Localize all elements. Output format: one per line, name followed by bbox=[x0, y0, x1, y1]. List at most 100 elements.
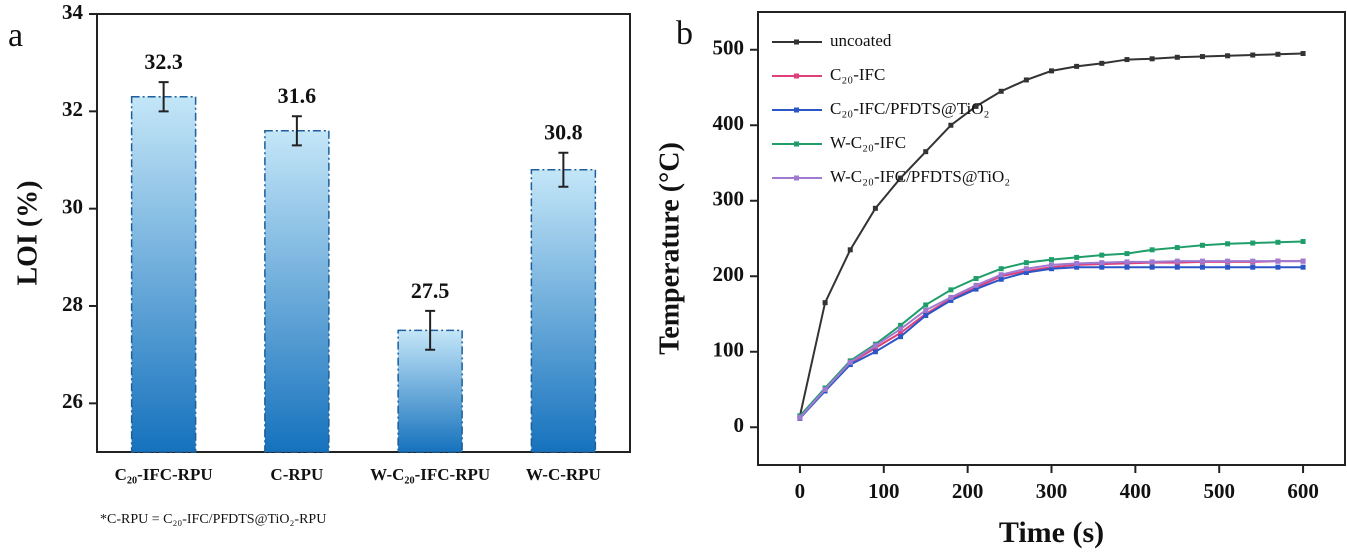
point-marker bbox=[1250, 52, 1256, 58]
point-marker bbox=[1023, 77, 1029, 83]
point-marker bbox=[1124, 259, 1130, 265]
bar bbox=[264, 130, 330, 453]
point-marker bbox=[1275, 258, 1281, 264]
value-label: 27.5 bbox=[411, 278, 450, 303]
x-tick-label: 500 bbox=[1203, 479, 1235, 503]
y-tick-label: 26 bbox=[62, 389, 83, 413]
point-marker bbox=[1300, 239, 1306, 245]
panel-label: a bbox=[8, 17, 23, 54]
point-marker bbox=[1275, 239, 1281, 245]
bar bbox=[130, 95, 197, 453]
y-tick-label: 30 bbox=[62, 194, 83, 218]
x-tick-label: 200 bbox=[952, 479, 984, 503]
point-marker bbox=[998, 88, 1004, 94]
error-bar bbox=[158, 81, 169, 113]
x-tick-label: 0 bbox=[795, 479, 806, 503]
x-tick-label: C₂₀-IFC-RPU bbox=[115, 465, 213, 484]
point-marker bbox=[1099, 60, 1105, 66]
point-marker bbox=[948, 287, 954, 293]
error-bar bbox=[425, 309, 436, 351]
point-marker bbox=[1250, 240, 1256, 246]
point-marker bbox=[923, 149, 929, 155]
y-tick-label: 34 bbox=[62, 0, 84, 24]
point-marker bbox=[1275, 264, 1281, 270]
point-marker bbox=[1074, 264, 1080, 270]
point-marker bbox=[1225, 241, 1231, 247]
point-marker bbox=[1099, 260, 1105, 266]
point-marker bbox=[872, 349, 878, 355]
value-label: 32.3 bbox=[144, 49, 183, 74]
legend-label: W-C₂₀-IFC/PFDTS@TiO₂ bbox=[830, 167, 1010, 186]
point-marker bbox=[973, 276, 979, 282]
point-marker bbox=[1174, 245, 1180, 251]
point-marker bbox=[998, 272, 1004, 278]
point-marker bbox=[847, 247, 853, 253]
x-tick-label: W-C₂₀-IFC-RPU bbox=[370, 465, 490, 484]
point-marker bbox=[1049, 68, 1054, 74]
point-marker bbox=[1225, 258, 1231, 264]
point-marker bbox=[1174, 258, 1180, 264]
plot-frame bbox=[96, 13, 631, 453]
point-marker bbox=[898, 334, 904, 340]
point-marker bbox=[923, 302, 929, 308]
legend-marker bbox=[794, 141, 799, 147]
x-tick-label: 400 bbox=[1120, 479, 1152, 503]
series-line bbox=[799, 260, 1304, 419]
point-marker bbox=[1225, 53, 1231, 59]
point-marker bbox=[1149, 259, 1155, 265]
point-marker bbox=[1124, 251, 1130, 257]
value-label: 30.8 bbox=[544, 120, 583, 145]
x-tick-label: 300 bbox=[1036, 479, 1068, 503]
point-marker bbox=[1023, 269, 1029, 275]
point-marker bbox=[898, 326, 904, 332]
footnote: *C-RPU = C₂₀-IFC/PFDTS@TiO₂-RPU bbox=[100, 512, 326, 527]
point-marker bbox=[872, 343, 878, 349]
point-marker bbox=[973, 286, 979, 292]
legend-label: W-C₂₀-IFC bbox=[830, 133, 906, 152]
point-marker bbox=[822, 387, 828, 392]
point-marker bbox=[1023, 260, 1029, 266]
series-line bbox=[799, 260, 1304, 419]
point-marker bbox=[1149, 247, 1155, 253]
point-marker bbox=[998, 276, 1004, 282]
point-marker bbox=[948, 122, 954, 128]
y-tick-label: 32 bbox=[62, 97, 83, 121]
legend-marker bbox=[794, 107, 799, 113]
point-marker bbox=[973, 103, 979, 109]
y-tick-label: 100 bbox=[713, 338, 745, 362]
point-marker bbox=[1300, 51, 1306, 57]
point-marker bbox=[1124, 264, 1130, 270]
x-tick-label: 600 bbox=[1287, 479, 1319, 503]
point-marker bbox=[872, 205, 878, 211]
point-marker bbox=[1074, 63, 1080, 69]
point-marker bbox=[898, 322, 904, 328]
point-marker bbox=[1199, 264, 1205, 270]
point-marker bbox=[898, 175, 904, 181]
point-marker bbox=[948, 294, 954, 300]
point-marker bbox=[1275, 51, 1281, 57]
point-marker bbox=[1199, 242, 1205, 248]
y-tick-label: 500 bbox=[713, 36, 745, 60]
legend-marker bbox=[794, 39, 799, 45]
point-marker bbox=[1099, 264, 1105, 270]
y-axis-label: LOI (%) bbox=[12, 181, 43, 286]
point-marker bbox=[1300, 264, 1306, 270]
y-tick-label: 400 bbox=[713, 111, 745, 135]
value-label: 31.6 bbox=[278, 83, 317, 108]
point-marker bbox=[1199, 258, 1205, 264]
point-marker bbox=[822, 300, 828, 306]
bar bbox=[530, 168, 597, 453]
point-marker bbox=[1074, 254, 1080, 260]
y-axis-label: Temperature (°C) bbox=[654, 142, 685, 355]
point-marker bbox=[1023, 266, 1029, 272]
point-marker bbox=[797, 414, 803, 420]
panel-label: b bbox=[676, 15, 693, 52]
y-tick-label: 200 bbox=[713, 262, 745, 286]
point-marker bbox=[1300, 258, 1306, 264]
point-marker bbox=[973, 282, 979, 288]
point-marker bbox=[998, 266, 1004, 272]
point-marker bbox=[1124, 57, 1130, 63]
point-marker bbox=[1149, 264, 1155, 270]
error-bar bbox=[558, 151, 569, 188]
point-marker bbox=[1149, 56, 1155, 62]
